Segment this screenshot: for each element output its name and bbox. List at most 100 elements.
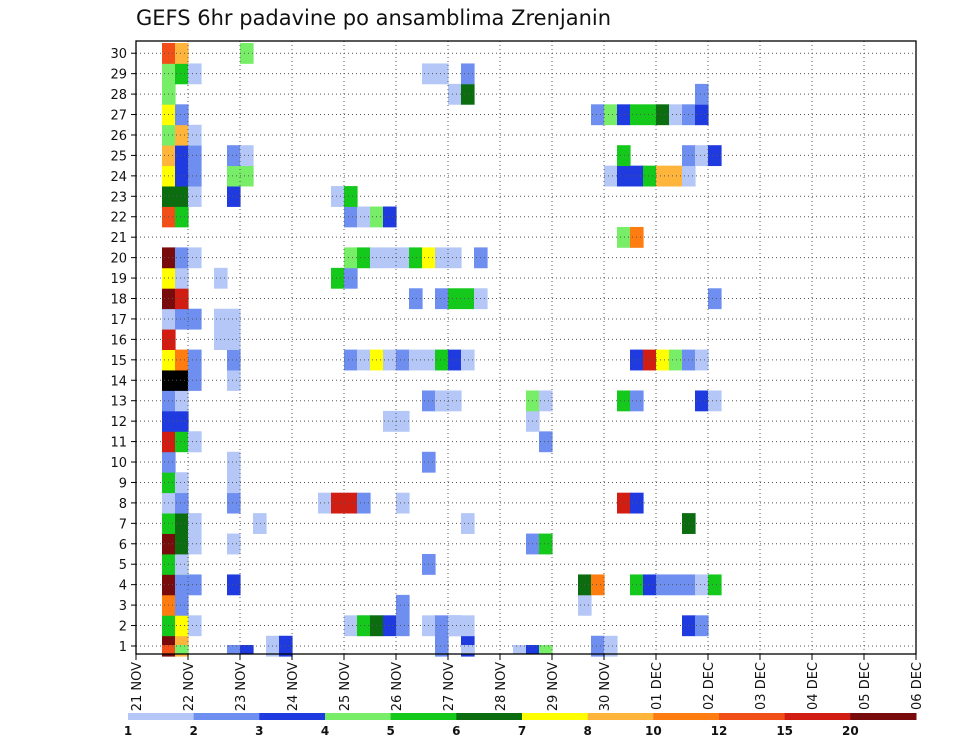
y-tick-label: 21 (110, 231, 127, 246)
heatmap-cell (604, 104, 618, 126)
heatmap-cell (357, 247, 371, 269)
colorbar-swatch (325, 713, 392, 720)
y-tick-label: 22 (110, 211, 127, 226)
heatmap-cell (617, 390, 631, 412)
y-tick-label: 16 (110, 333, 127, 348)
heatmap-cell (227, 472, 241, 494)
heatmap-cell (448, 83, 462, 105)
y-tick-label: 26 (110, 129, 127, 144)
heatmap-cell (175, 267, 189, 289)
heatmap-cell (383, 206, 397, 228)
y-tick-label: 20 (110, 252, 127, 267)
colorbar-label: 8 (583, 724, 591, 738)
heatmap-cell (175, 390, 189, 412)
heatmap-cell (695, 574, 709, 596)
y-tick-label: 28 (110, 88, 127, 103)
y-tick-label: 30 (110, 47, 127, 62)
heatmap-cell (357, 206, 371, 228)
heatmap-cell (409, 288, 423, 310)
heatmap-cell (175, 615, 189, 637)
y-tick-label: 18 (110, 293, 127, 308)
heatmap-cell (383, 615, 397, 637)
x-tick-label: 30 NOV (598, 662, 613, 711)
colorbar-label: 2 (189, 724, 197, 738)
x-tick-label: 02 DEC (702, 662, 717, 710)
heatmap-cell (409, 349, 436, 371)
heatmap-cell (175, 533, 189, 555)
heatmap-cell (331, 267, 345, 289)
heatmap-cell (409, 247, 423, 269)
heatmap-cell (227, 492, 241, 514)
heatmap-cell (695, 349, 709, 371)
colorbar-swatch (719, 713, 786, 720)
heatmap-cell (708, 288, 722, 310)
heatmap-cell (396, 349, 410, 371)
colorbar-swatch (193, 713, 260, 720)
heatmap-cell (175, 431, 189, 453)
heatmap-cell (448, 349, 462, 371)
y-tick-label: 7 (119, 517, 127, 532)
y-tick-label: 29 (110, 68, 127, 83)
heatmap-cell (357, 615, 371, 637)
heatmap-cell (604, 165, 618, 187)
colorbar-swatch (128, 713, 195, 720)
heatmap-cell (435, 288, 449, 310)
heatmap-cell (175, 145, 189, 167)
heatmap-cell (253, 513, 267, 534)
colorbar-swatch (456, 713, 523, 720)
y-tick-label: 4 (119, 579, 127, 594)
heatmap-cell (539, 431, 553, 453)
colorbar-swatch (259, 713, 326, 720)
heatmap-cell (175, 43, 189, 64)
colorbar-swatch (653, 713, 720, 720)
heatmap-cell (188, 349, 202, 371)
heatmap-cell (188, 186, 202, 207)
heatmap-cell (175, 492, 189, 514)
heatmap-cell (344, 206, 358, 228)
heatmap-cell (448, 615, 475, 637)
heatmap-cell (162, 410, 189, 432)
heatmap-cell (175, 63, 189, 85)
heatmap-cell (175, 554, 189, 575)
heatmap-cell (175, 594, 189, 616)
x-tick-label: 28 NOV (494, 662, 509, 711)
y-tick-label: 13 (110, 395, 127, 410)
x-tick-label: 27 NOV (442, 662, 457, 711)
y-tick-label: 2 (119, 620, 127, 635)
chart-title: GEFS 6hr padavine po ansamblima Zrenjani… (136, 6, 611, 30)
y-tick-label: 8 (119, 497, 127, 512)
x-tick-label: 06 DEC (910, 662, 925, 710)
x-tick-label: 22 NOV (182, 662, 197, 711)
colorbar-swatch (784, 713, 851, 720)
heatmap-cell (461, 513, 475, 534)
heatmap-cell (344, 267, 358, 289)
x-tick-label: 26 NOV (390, 662, 405, 711)
heatmap-cell (656, 574, 696, 596)
heatmap-cell (188, 615, 202, 637)
colorbar-legend: 1 2 3 4 5 6 7 8 10 12 15 20 (124, 713, 917, 738)
heatmap-cell (357, 349, 371, 371)
heatmap-cell (227, 533, 241, 555)
x-tick-label: 25 NOV (338, 662, 353, 711)
heatmap-cell (227, 574, 241, 596)
heatmap-cell (227, 145, 241, 167)
heatmap-cell (695, 104, 709, 126)
heatmap-cell (513, 645, 527, 655)
heatmap-cell (656, 165, 683, 187)
y-tick-label: 3 (119, 599, 127, 614)
heatmap-cell (162, 645, 176, 655)
heatmap-cell (383, 349, 397, 371)
heatmap-cell (461, 63, 475, 85)
heatmap-cell (357, 492, 371, 514)
y-tick-label: 12 (110, 415, 127, 430)
heatmap-cell (240, 145, 254, 167)
heatmap-cell (591, 574, 605, 596)
heatmap-cell (175, 206, 189, 228)
heatmap-cell (396, 594, 410, 616)
heatmap-cell (227, 451, 241, 473)
x-tick-label: 21 NOV (130, 662, 145, 711)
colorbar-swatch (390, 713, 457, 720)
y-tick-label: 1 (119, 640, 127, 655)
x-tick-label: 01 DEC (650, 662, 665, 710)
heatmap-cell (630, 104, 657, 126)
